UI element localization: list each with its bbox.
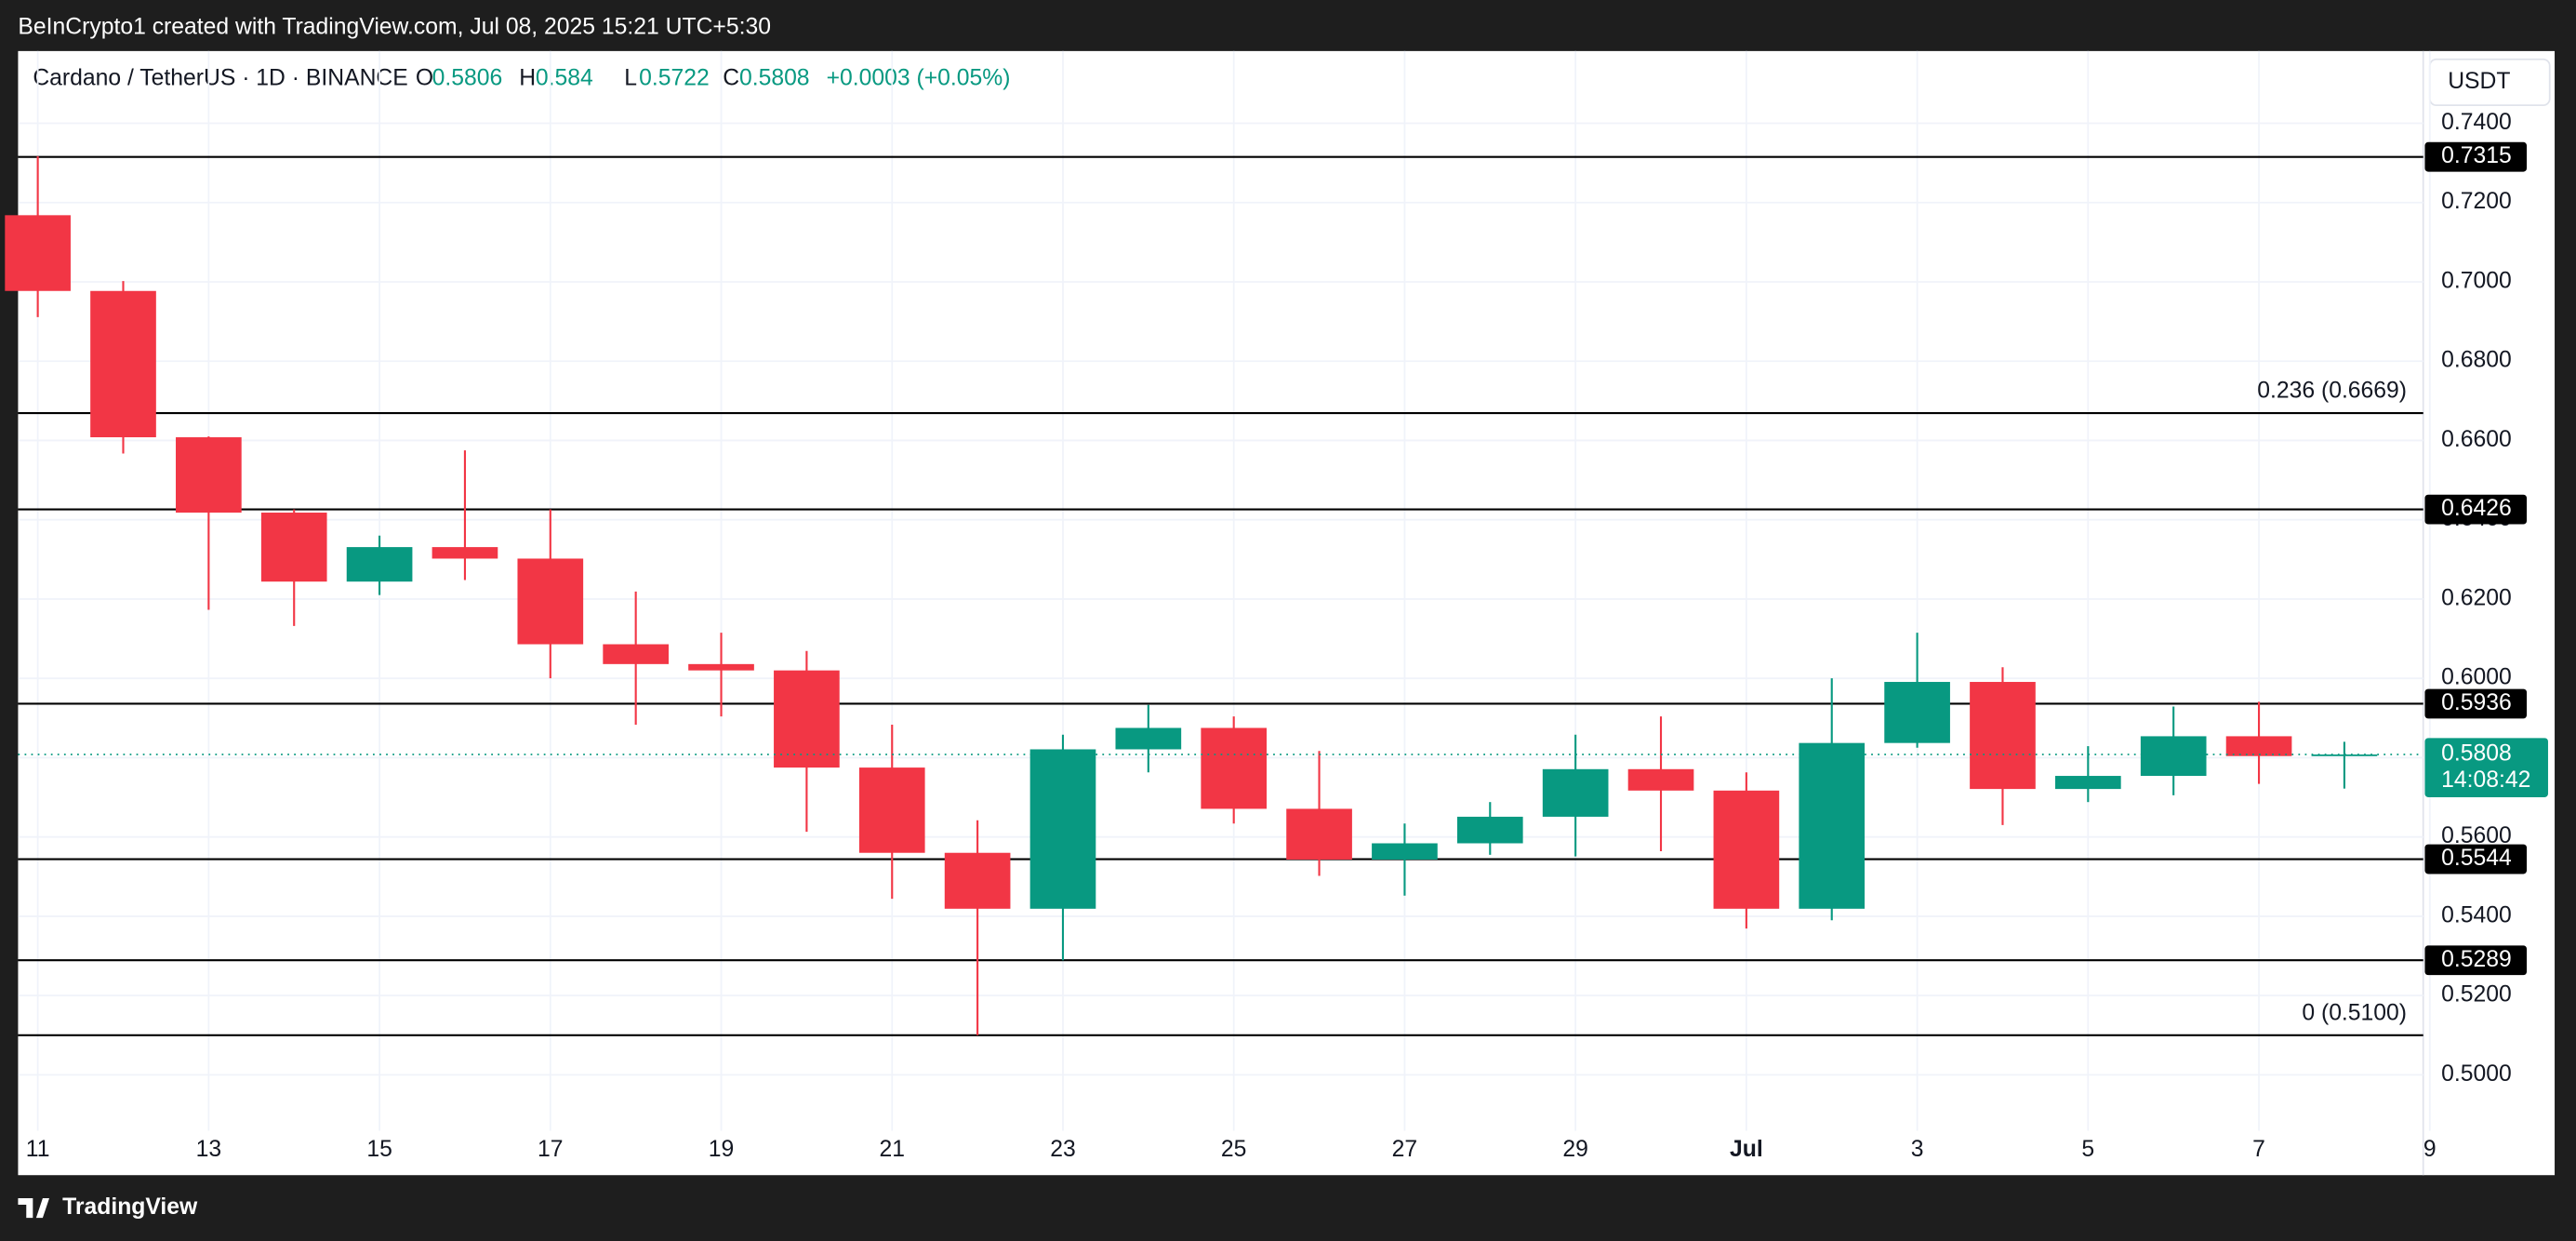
candle-body	[603, 644, 669, 664]
fib-label: 0.236 (0.6669)	[2257, 379, 2407, 404]
candle-body	[858, 767, 925, 853]
candle-body	[346, 547, 413, 582]
candle-body	[432, 547, 498, 559]
x-tick-label: 11	[26, 1137, 50, 1162]
candle-body	[5, 215, 71, 291]
countdown: 14:08:42	[2441, 767, 2530, 793]
x-tick-label: 23	[1050, 1137, 1075, 1162]
chart-panel	[18, 50, 2556, 1176]
x-tick-label: 15	[366, 1137, 392, 1162]
y-tick-label: 0.5000	[2441, 1061, 2512, 1087]
x-tick-label: 19	[709, 1137, 735, 1162]
candle-body	[90, 290, 156, 438]
level-box	[2424, 141, 2528, 172]
y-tick-label: 0.6600	[2441, 427, 2512, 452]
candle-body	[944, 852, 1011, 909]
attribution: BeInCrypto1 created with TradingView.com…	[18, 15, 771, 40]
x-tick-label: 25	[1221, 1137, 1247, 1162]
candle-body	[1884, 682, 1950, 743]
candle-body	[1201, 727, 1268, 809]
y-tick-label: 0.5200	[2441, 982, 2512, 1007]
x-tick-label: 27	[1392, 1137, 1417, 1162]
level-label: 0.7315	[2441, 143, 2512, 168]
fib-label: 0 (0.5100)	[2302, 1000, 2407, 1025]
y-tick-label: 0.7400	[2441, 110, 2512, 135]
candle-body	[2054, 776, 2121, 790]
candle-body	[1970, 682, 2036, 790]
x-tick-label: 3	[1911, 1137, 1924, 1162]
candle-body	[1286, 808, 1352, 860]
currency: USDT	[2448, 69, 2510, 94]
x-tick-label: 13	[196, 1137, 222, 1162]
level-label: 0.5544	[2441, 846, 2512, 871]
x-tick-label: Jul	[1730, 1137, 1763, 1162]
y-tick-label: 0.6000	[2441, 665, 2512, 690]
level-label: 0.6426	[2441, 496, 2512, 521]
level-label: 0.5289	[2441, 947, 2512, 972]
level-box	[2424, 844, 2528, 874]
price-box	[2424, 738, 2548, 797]
y-tick-label: 0.6800	[2441, 348, 2512, 373]
candle-body	[1372, 843, 1438, 860]
open-label: O	[416, 65, 433, 90]
low-value: 0.5722	[639, 65, 710, 90]
price-label: 0.5808	[2441, 741, 2512, 767]
candle-body	[260, 513, 327, 582]
x-tick-label: 17	[538, 1137, 563, 1162]
close-label: C	[723, 65, 739, 90]
logo-mark	[18, 1197, 49, 1219]
x-tick-label: 7	[2252, 1137, 2265, 1162]
level-box	[2424, 945, 2528, 976]
level-box	[2424, 688, 2528, 719]
candle-body	[1627, 768, 1694, 791]
candle-body	[517, 558, 584, 645]
close-value: 0.5808	[739, 65, 810, 90]
level-label: 0.5936	[2441, 690, 2512, 715]
level-box	[2424, 494, 2528, 525]
logo	[18, 1197, 49, 1219]
x-tick-label: 21	[880, 1137, 905, 1162]
candle-body	[1542, 768, 1609, 817]
brand: TradingView	[62, 1194, 198, 1220]
y-tick-label: 0.7200	[2441, 189, 2512, 214]
candle-body	[176, 437, 242, 514]
low-label: L	[624, 65, 637, 90]
candle-body	[1456, 816, 1523, 844]
candle-body	[2311, 754, 2378, 756]
x-tick-label: 9	[2423, 1137, 2437, 1162]
candle-body	[2140, 736, 2207, 777]
y-tick-label: 0.5400	[2441, 902, 2512, 927]
change: +0.0003 (+0.05%)	[827, 65, 1011, 90]
x-tick-label: 29	[1562, 1137, 1587, 1162]
candle-body	[774, 670, 840, 768]
symbol: Cardano / TetherUS · 1D · BINANCE	[33, 65, 407, 90]
candle-body	[1029, 749, 1096, 909]
candle-body	[1115, 727, 1182, 750]
candle-body	[2225, 736, 2292, 756]
candle-body	[1799, 742, 1866, 909]
y-tick-label: 0.7000	[2441, 268, 2512, 293]
open-value: 0.5806	[432, 65, 503, 90]
y-tick-label: 0.6200	[2441, 585, 2512, 610]
candle-body	[688, 663, 754, 671]
high-value: 0.584	[536, 65, 593, 90]
candle-body	[1713, 790, 1780, 909]
high-label: H	[519, 65, 536, 90]
x-tick-label: 5	[2081, 1137, 2094, 1162]
